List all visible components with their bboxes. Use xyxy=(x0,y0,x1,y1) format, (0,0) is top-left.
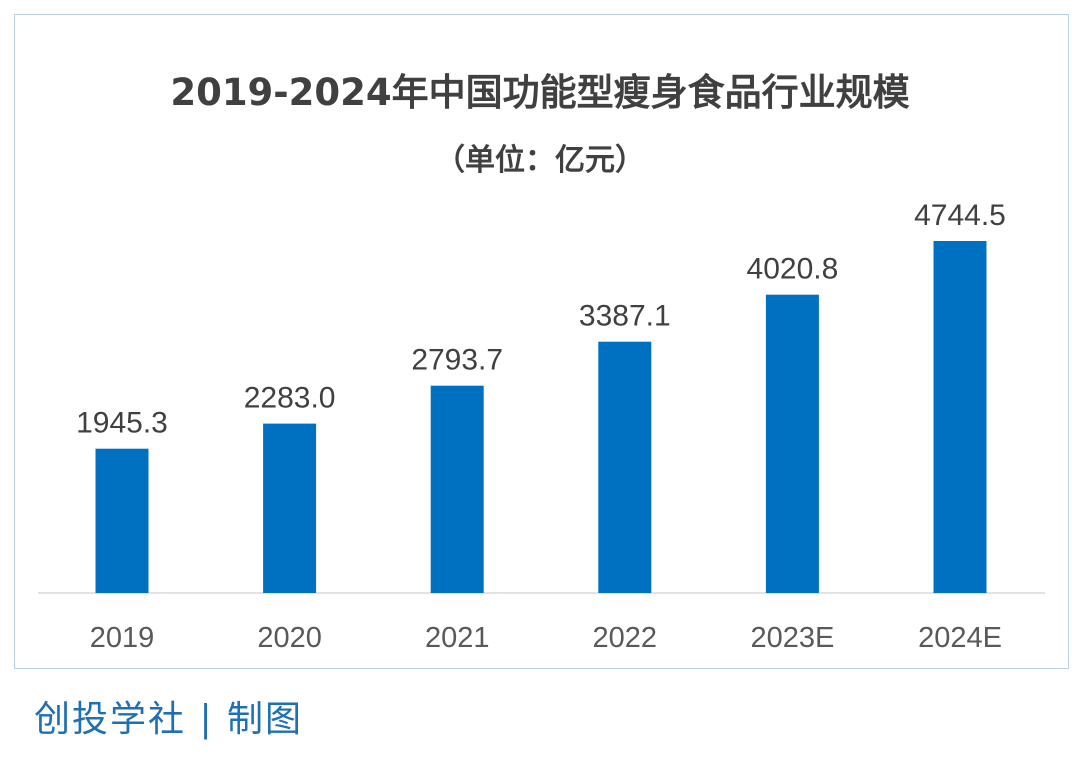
data-label-2024E: 4744.5 xyxy=(914,199,1006,232)
data-label-2019: 1945.3 xyxy=(76,407,168,440)
bar-2019 xyxy=(95,448,149,593)
chart-subtitle: （单位：亿元） xyxy=(435,143,645,178)
chart-title: 2019-2024年中国功能型瘦身食品行业规模 xyxy=(170,71,910,114)
x-tick-label-2024E: 2024E xyxy=(918,622,1002,654)
x-tick-label-2022: 2022 xyxy=(593,622,658,654)
bar-2024E xyxy=(933,241,987,593)
bar-2022 xyxy=(598,341,652,593)
credit-footer: 创投学社 | 制图 xyxy=(34,699,304,740)
bar-2020 xyxy=(263,423,317,593)
x-tick-label-2019: 2019 xyxy=(90,622,155,654)
x-tick-label-2021: 2021 xyxy=(425,622,490,654)
chart-frame xyxy=(14,14,1069,669)
data-label-2021: 2793.7 xyxy=(411,344,503,377)
x-tick-label-2020: 2020 xyxy=(257,622,322,654)
data-label-2020: 2283.0 xyxy=(244,382,336,415)
x-tick-label-2023E: 2023E xyxy=(750,622,834,654)
bar-2021 xyxy=(430,385,484,593)
data-label-2023E: 4020.8 xyxy=(747,253,839,286)
data-label-2022: 3387.1 xyxy=(579,300,671,333)
bar-2023E xyxy=(765,294,819,593)
